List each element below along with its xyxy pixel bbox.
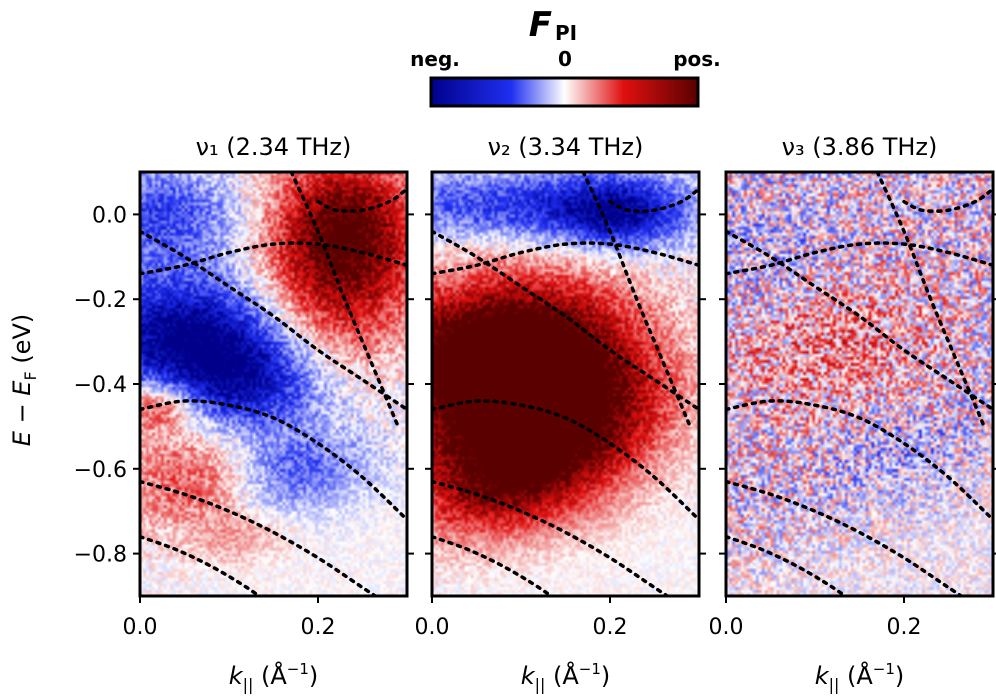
y-tick-label: 0.0: [92, 203, 127, 228]
y-axis-label: E − EF (eV): [8, 314, 40, 446]
y-tick-label: −0.4: [74, 373, 127, 398]
panel-title: ν₁ (2.34 THz): [196, 133, 352, 161]
band-line: [726, 479, 965, 596]
band-line: [608, 187, 699, 213]
panel-2: ν₂ (3.34 THz) 0.0 0.2 k|| (Å−1): [415, 133, 706, 694]
colorbar-neg-label: neg.: [410, 47, 460, 71]
band-line: [140, 479, 379, 596]
panel-3: ν₃ (3.86 THz) 0.0 0.2 k|| (Å−1): [709, 133, 996, 694]
band-line: [432, 534, 555, 596]
colorbar-pos-label: pos.: [673, 47, 721, 71]
band-line: [726, 534, 849, 596]
band-lines: [140, 172, 407, 596]
band-line: [140, 399, 407, 522]
colorbar-zero-label: 0: [558, 47, 572, 71]
x-tick-label: 0.2: [593, 615, 628, 640]
band-line: [726, 241, 993, 276]
panel-title: ν₂ (3.34 THz): [488, 133, 644, 161]
x-axis-label: k|| (Å−1): [521, 660, 611, 694]
band-line: [581, 172, 692, 429]
colorbar-title-subscript: PI: [555, 21, 577, 45]
band-line: [140, 241, 407, 276]
x-axis-label: k|| (Å−1): [815, 660, 905, 694]
x-tick-label: 0.2: [301, 615, 336, 640]
panel-1: ν₁ (2.34 THz) 0.0 −0.2 −0.4 −0.6 −0.8 0.0 0.2 k|…: [74, 133, 414, 694]
x-axis-label: k|| (Å−1): [229, 660, 319, 694]
panels: ν₁ (2.34 THz) 0.0 −0.2 −0.4 −0.6 −0.8 0.0 0.2 k|…: [74, 133, 996, 694]
colorbar-title: F: [529, 5, 552, 45]
x-tick-label: 0.0: [415, 615, 450, 640]
band-line: [432, 241, 699, 276]
panel-title: ν₃ (3.86 THz): [782, 133, 938, 161]
y-tick-label: −0.2: [74, 288, 127, 313]
y-tick-label: −0.6: [74, 458, 127, 483]
band-line: [432, 479, 671, 596]
band-line: [875, 172, 986, 429]
band-line: [140, 534, 263, 596]
x-tick-label: 0.0: [123, 615, 158, 640]
band-line: [432, 399, 699, 522]
band-lines: [726, 172, 993, 596]
y-tick-label: −0.8: [74, 543, 127, 568]
band-line: [316, 187, 407, 213]
x-tick-label: 0.0: [709, 615, 744, 640]
band-line: [726, 399, 993, 522]
colorbar: F PI neg. 0 pos.: [410, 5, 721, 108]
band-lines: [432, 172, 699, 596]
band-line: [902, 187, 993, 213]
band-line: [289, 172, 400, 429]
x-tick-label: 0.2: [887, 615, 922, 640]
colorbar-gradient: [429, 76, 700, 108]
